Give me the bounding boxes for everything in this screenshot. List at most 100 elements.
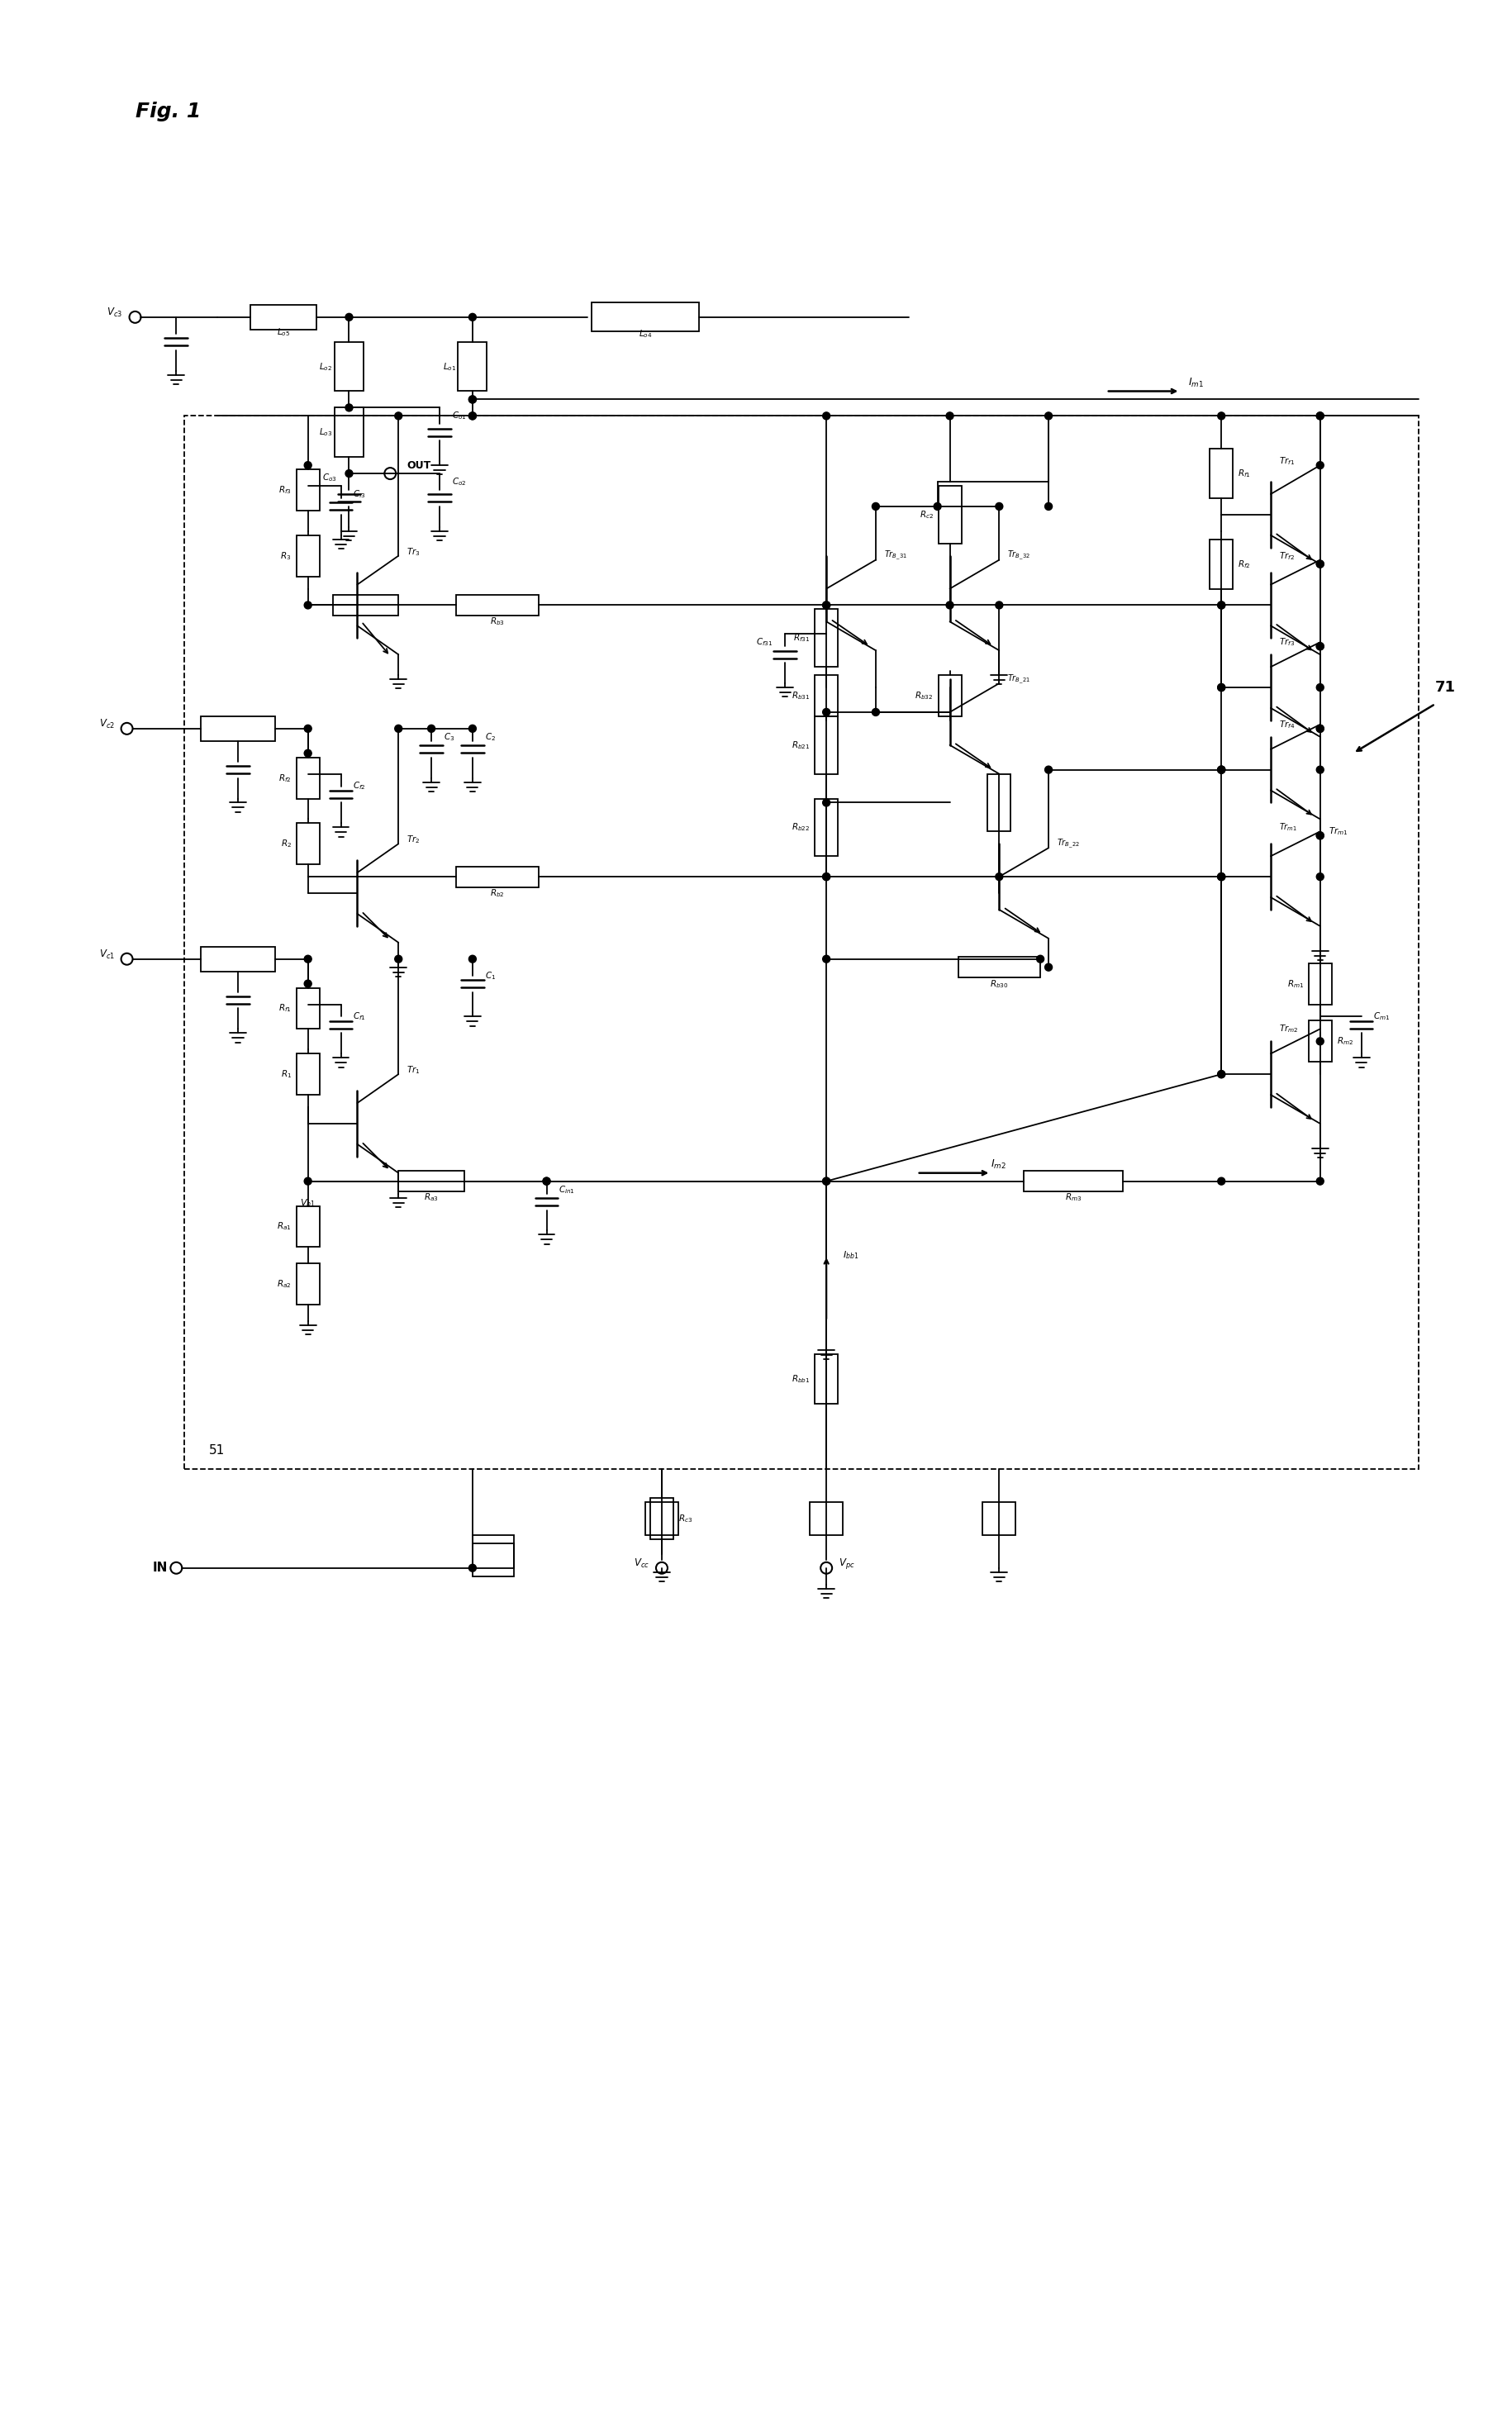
Text: $R_{b22}$: $R_{b22}$ — [791, 823, 809, 832]
Circle shape — [469, 1563, 476, 1571]
Circle shape — [995, 603, 1002, 610]
Text: $R_{b31}$: $R_{b31}$ — [791, 690, 809, 702]
Circle shape — [1315, 462, 1323, 469]
Text: $R_{b3}$: $R_{b3}$ — [490, 617, 505, 627]
Text: $V_{pc}$: $V_{pc}$ — [838, 1556, 854, 1571]
Bar — [1024, 1171, 1122, 1191]
Circle shape — [543, 1179, 550, 1186]
Circle shape — [1217, 411, 1225, 419]
Text: $Tr_2$: $Tr_2$ — [407, 835, 420, 845]
Text: $Tr_{B\_22}$: $Tr_{B\_22}$ — [1057, 837, 1080, 849]
Circle shape — [1217, 767, 1225, 774]
Text: $C_{in1}$: $C_{in1}$ — [558, 1183, 575, 1195]
Text: $Tr_{f3}$: $Tr_{f3}$ — [1278, 636, 1294, 649]
Text: $C_{m1}$: $C_{m1}$ — [1373, 1012, 1390, 1021]
Circle shape — [345, 404, 352, 411]
Text: $V_{c1}$: $V_{c1}$ — [98, 949, 115, 961]
Circle shape — [933, 503, 940, 511]
Circle shape — [871, 709, 878, 716]
Circle shape — [1217, 1179, 1225, 1186]
Circle shape — [823, 709, 830, 716]
Text: $R_2$: $R_2$ — [281, 837, 292, 849]
Text: $R_{b21}$: $R_{b21}$ — [791, 741, 809, 750]
Circle shape — [543, 1179, 550, 1186]
Text: $R_{m3}$: $R_{m3}$ — [1064, 1193, 1081, 1203]
Bar — [296, 1263, 319, 1304]
Circle shape — [304, 462, 311, 469]
Circle shape — [1217, 603, 1225, 610]
Text: $Tr_{m2}$: $Tr_{m2}$ — [1278, 1024, 1297, 1036]
Bar — [398, 1171, 464, 1191]
Bar — [472, 1534, 514, 1568]
Text: $C_{f1}$: $C_{f1}$ — [352, 1012, 366, 1021]
Text: $L_{o2}$: $L_{o2}$ — [319, 361, 333, 373]
Bar — [983, 1503, 1015, 1534]
Text: $Tr_{B\_21}$: $Tr_{B\_21}$ — [1007, 673, 1030, 685]
Circle shape — [469, 397, 476, 404]
Bar — [815, 799, 838, 857]
Text: $C_{o3}$: $C_{o3}$ — [322, 472, 337, 484]
Bar — [957, 956, 1040, 978]
Bar — [1308, 963, 1331, 1004]
Text: Fig. 1: Fig. 1 — [135, 102, 201, 121]
Text: $C_3$: $C_3$ — [443, 731, 455, 743]
Circle shape — [945, 411, 953, 419]
Text: $I_{bb1}$: $I_{bb1}$ — [842, 1249, 859, 1261]
Text: $I_{m1}$: $I_{m1}$ — [1188, 378, 1204, 390]
Text: $V_{c3}$: $V_{c3}$ — [107, 307, 122, 319]
Text: $L_{o5}$: $L_{o5}$ — [277, 327, 290, 339]
Circle shape — [823, 603, 830, 610]
Circle shape — [428, 726, 435, 733]
Bar — [296, 757, 319, 799]
Circle shape — [1315, 1038, 1323, 1045]
Text: $C_{f3}$: $C_{f3}$ — [352, 489, 366, 501]
Text: $C_{o1}$: $C_{o1}$ — [452, 411, 466, 421]
Circle shape — [995, 874, 1002, 881]
Text: $Tr_{f4}$: $Tr_{f4}$ — [1278, 719, 1294, 731]
Circle shape — [1217, 603, 1225, 610]
Circle shape — [1045, 767, 1052, 774]
Bar — [334, 341, 363, 392]
Text: $R_{c3}$: $R_{c3}$ — [677, 1512, 692, 1525]
Circle shape — [1315, 767, 1323, 774]
Text: $V_{cc}$: $V_{cc}$ — [634, 1558, 649, 1571]
Text: $R_{f2}$: $R_{f2}$ — [278, 772, 292, 784]
Text: $Tr_{B\_31}$: $Tr_{B\_31}$ — [883, 549, 907, 561]
Circle shape — [1315, 685, 1323, 692]
Text: $R_{b30}$: $R_{b30}$ — [989, 978, 1009, 990]
Circle shape — [823, 956, 830, 963]
Circle shape — [304, 980, 311, 987]
Circle shape — [304, 726, 311, 733]
Text: $R_1$: $R_1$ — [280, 1070, 292, 1079]
Bar — [184, 416, 1418, 1469]
Circle shape — [1045, 963, 1052, 970]
Circle shape — [1315, 411, 1323, 419]
Bar — [815, 1355, 838, 1404]
Circle shape — [1217, 767, 1225, 774]
Text: $R_{bb1}$: $R_{bb1}$ — [791, 1372, 809, 1384]
Circle shape — [1315, 726, 1323, 733]
Circle shape — [345, 469, 352, 477]
Text: $R_{f2}$: $R_{f2}$ — [1237, 559, 1250, 569]
Bar — [201, 946, 275, 970]
Text: $I_{m2}$: $I_{m2}$ — [990, 1159, 1005, 1171]
Text: $V_{b1}$: $V_{b1}$ — [299, 1198, 316, 1210]
Text: $R_{b32}$: $R_{b32}$ — [915, 690, 933, 702]
Text: $Tr_3$: $Tr_3$ — [407, 547, 420, 557]
Bar — [296, 1053, 319, 1094]
Bar — [296, 1205, 319, 1246]
Bar — [646, 1503, 677, 1534]
Text: $R_{f31}$: $R_{f31}$ — [792, 632, 809, 644]
Circle shape — [823, 874, 830, 881]
Circle shape — [1217, 874, 1225, 881]
Circle shape — [1217, 1070, 1225, 1077]
Text: $C_2$: $C_2$ — [484, 731, 496, 743]
Text: $R_{m1}$: $R_{m1}$ — [1287, 978, 1303, 990]
Bar — [249, 305, 316, 329]
Circle shape — [995, 503, 1002, 511]
Circle shape — [304, 750, 311, 757]
Circle shape — [304, 603, 311, 610]
Circle shape — [304, 956, 311, 963]
Text: $C_{o2}$: $C_{o2}$ — [452, 477, 466, 486]
Circle shape — [1315, 1179, 1323, 1186]
